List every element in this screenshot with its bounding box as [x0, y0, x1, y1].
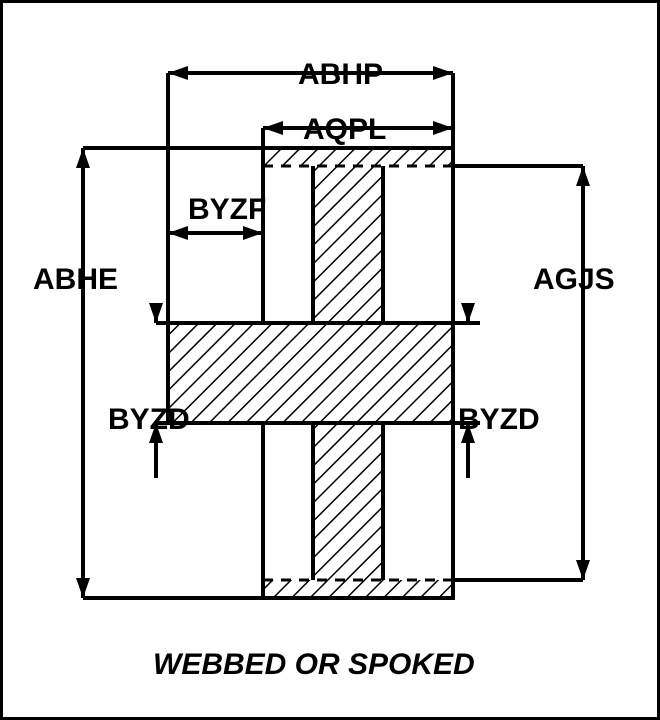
label-byzd-right: BYZD	[458, 403, 540, 437]
label-abhe: ABHE	[33, 263, 118, 297]
label-aqpl: AQPL	[303, 113, 386, 147]
diagram-frame: ABHP AQPL BYZF ABHE AGJS BYZD BYZD WEBBE…	[0, 0, 660, 720]
diagram-svg	[3, 3, 657, 717]
label-agjs: AGJS	[533, 263, 615, 297]
caption: WEBBED OR SPOKED	[153, 648, 475, 682]
label-byzf: BYZF	[188, 193, 266, 227]
label-abhp: ABHP	[298, 58, 383, 92]
label-byzd-left: BYZD	[108, 403, 190, 437]
